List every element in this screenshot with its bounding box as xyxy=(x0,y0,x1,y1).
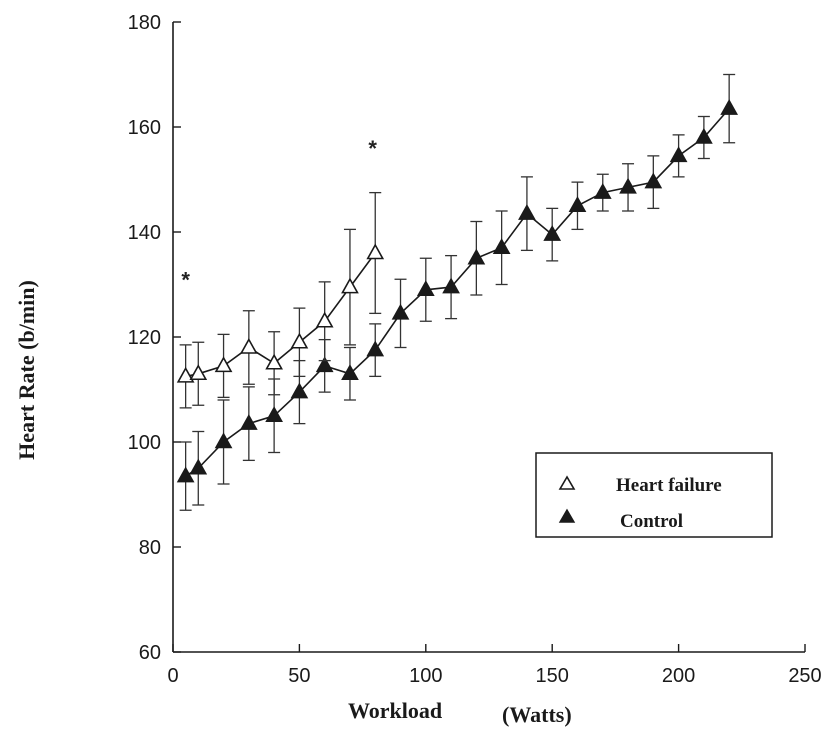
data-point-heart-failure xyxy=(315,311,334,328)
data-point-control xyxy=(467,248,486,265)
data-point-control xyxy=(416,280,435,297)
x-axis-title-left: Workload xyxy=(348,698,442,723)
data-point-control xyxy=(593,182,612,199)
y-tick-label: 80 xyxy=(139,537,161,559)
data-point-control xyxy=(265,406,283,423)
data-point-heart-failure xyxy=(239,337,258,354)
data-point-control xyxy=(290,382,309,399)
x-tick-label: 200 xyxy=(662,665,695,687)
data-point-control xyxy=(366,340,385,357)
data-series xyxy=(176,73,739,511)
data-point-control xyxy=(644,172,663,189)
y-axis-title: Heart Rate (b/min) xyxy=(14,280,39,460)
y-tick-label: 100 xyxy=(128,432,161,454)
data-point-control xyxy=(492,238,511,255)
x-tick-label: 0 xyxy=(167,665,178,687)
data-point-heart-failure xyxy=(366,243,385,260)
data-point-heart-failure xyxy=(341,277,359,294)
data-point-control xyxy=(189,458,208,475)
x-axis-title-right: (Watts) xyxy=(502,702,572,727)
y-tick-label: 140 xyxy=(128,222,161,244)
y-tick-label: 180 xyxy=(128,12,161,34)
data-point-heart-failure xyxy=(265,353,283,370)
data-point-control xyxy=(720,98,739,115)
data-point-heart-failure xyxy=(189,364,208,381)
x-tick-label: 50 xyxy=(288,665,310,687)
data-point-control xyxy=(176,466,195,483)
y-tick-label: 120 xyxy=(128,327,161,349)
legend: Heart failure Control xyxy=(535,452,773,538)
data-point-heart-failure xyxy=(290,332,309,349)
data-point-control xyxy=(619,177,637,194)
data-point-heart-failure xyxy=(214,356,233,373)
significance-star: * xyxy=(368,136,377,161)
legend-box xyxy=(535,452,773,538)
legend-heart-failure-marker xyxy=(558,475,576,490)
x-tick-label: 100 xyxy=(409,665,442,687)
y-tick-label: 60 xyxy=(139,642,161,664)
significance-star: * xyxy=(181,267,190,292)
data-point-control xyxy=(518,203,536,220)
data-point-control xyxy=(695,127,713,144)
y-tick-label: 160 xyxy=(128,117,161,139)
data-point-control xyxy=(239,413,258,430)
tick-labels: 60 80 100 120 140 160 180 0 50 100 150 200 250 xyxy=(128,12,822,687)
data-point-control xyxy=(341,364,359,381)
x-tick-label: 250 xyxy=(788,665,821,687)
series-line-heart-failure xyxy=(185,252,376,378)
axes xyxy=(172,21,806,653)
data-point-control xyxy=(543,224,562,241)
legend-heart-failure-label: Heart failure xyxy=(616,475,722,496)
data-point-control xyxy=(391,303,410,320)
data-point-control xyxy=(214,432,233,449)
data-point-control xyxy=(568,196,587,213)
x-tick-label: 150 xyxy=(536,665,569,687)
series-heart-failure xyxy=(176,191,385,409)
series-control xyxy=(176,73,739,511)
data-point-heart-failure xyxy=(176,366,195,383)
annotations: ** xyxy=(181,136,377,292)
data-point-control xyxy=(315,356,334,373)
legend-control-label: Control xyxy=(620,511,683,532)
data-point-control xyxy=(442,277,460,294)
data-point-control xyxy=(669,146,688,163)
legend-control-marker xyxy=(558,508,576,523)
